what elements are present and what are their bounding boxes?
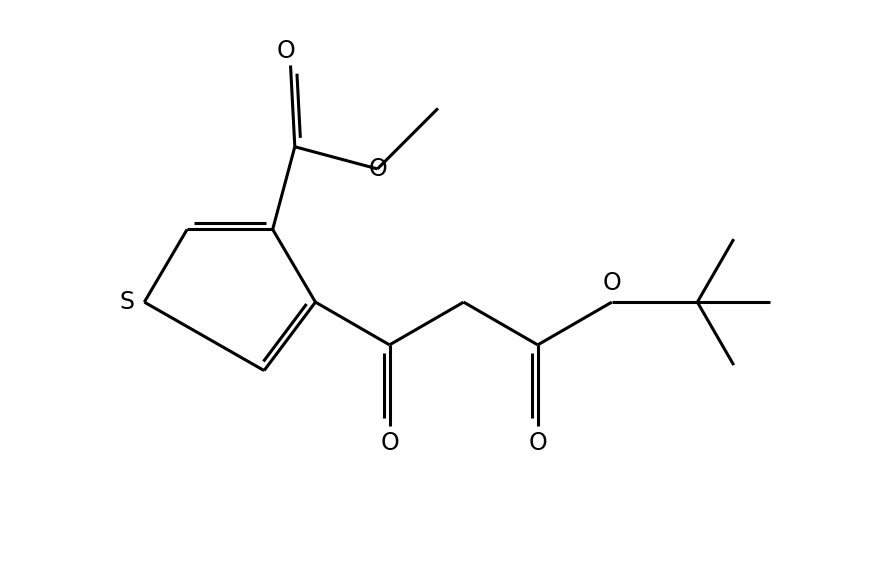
Text: S: S xyxy=(119,290,134,314)
Text: O: O xyxy=(601,271,621,295)
Text: O: O xyxy=(277,39,295,63)
Text: O: O xyxy=(369,157,387,181)
Text: O: O xyxy=(379,431,399,455)
Text: O: O xyxy=(528,431,546,455)
